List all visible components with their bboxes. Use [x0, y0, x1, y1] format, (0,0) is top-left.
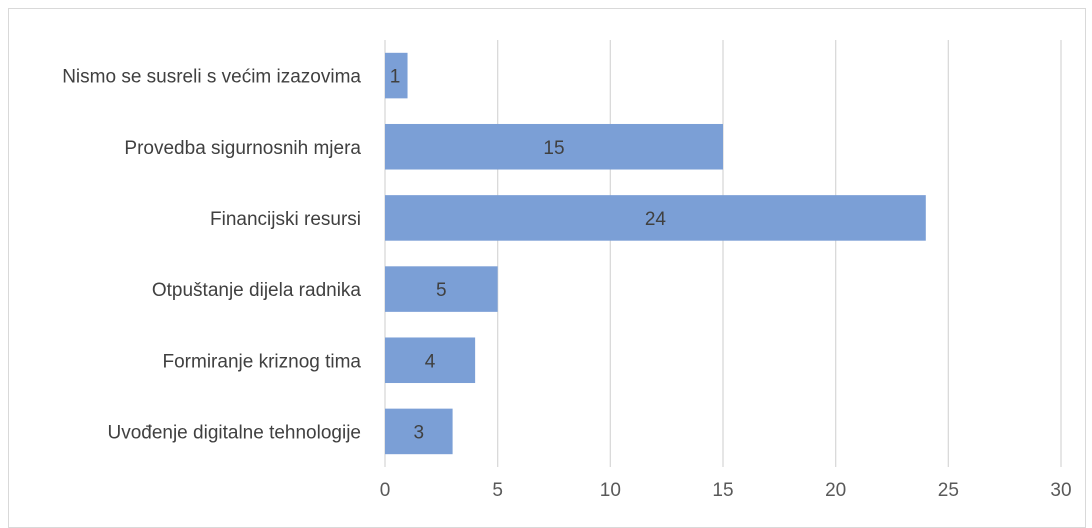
category-label: Nismo se susreli s većim izazovima	[62, 67, 361, 88]
category-label: Formiranje kriznog tima	[163, 351, 362, 372]
category-label: Financijski resursi	[210, 209, 361, 230]
bar	[385, 195, 926, 241]
x-tick-label: 15	[712, 480, 733, 501]
data-label: 1	[390, 67, 401, 88]
category-label: Provedba sigurnosnih mjera	[124, 138, 361, 159]
bar	[385, 123, 723, 170]
category-label: Otpuštanje dijela radnika	[152, 280, 362, 301]
x-tick-label: 5	[492, 480, 503, 501]
gridlines	[384, 40, 1062, 467]
bar	[385, 52, 408, 99]
data-label: 24	[645, 209, 667, 230]
bar	[385, 266, 498, 312]
bar	[385, 337, 476, 384]
data-label: 3	[414, 422, 425, 443]
bar	[385, 408, 453, 455]
data-label: 4	[425, 351, 436, 372]
bars	[385, 52, 926, 455]
x-tick-label: 25	[938, 480, 959, 501]
data-label: 5	[436, 280, 447, 301]
x-tick-label: 0	[380, 480, 391, 501]
x-tick-label: 10	[600, 480, 621, 501]
category-label: Uvođenje digitalne tehnologije	[107, 422, 361, 443]
x-tick-label: 30	[1050, 480, 1071, 501]
chart-frame	[8, 8, 1086, 528]
x-tick-label: 20	[825, 480, 846, 501]
data-label: 15	[543, 138, 564, 159]
